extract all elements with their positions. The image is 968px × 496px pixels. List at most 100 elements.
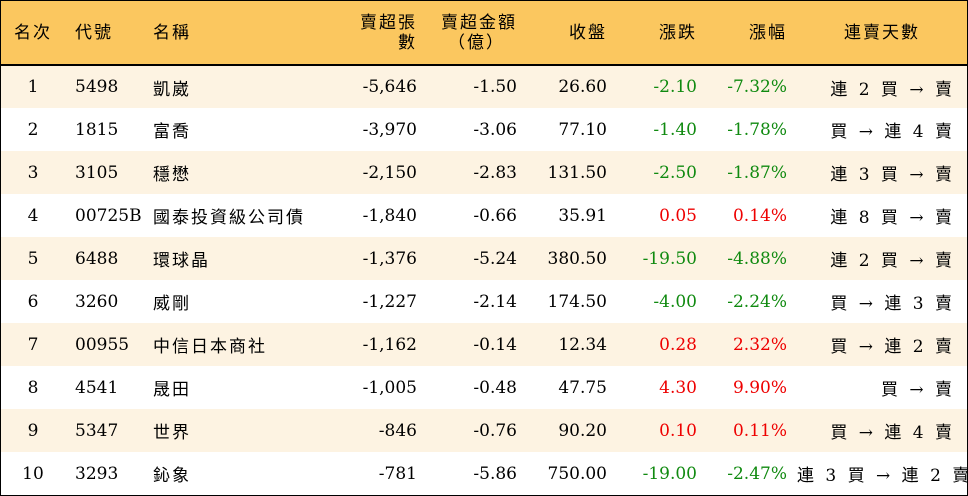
table-row: 3 3105 穩懋 -2,150 -2.83 131.50 -2.50 -1.87% 連 3 買… [1,151,967,194]
cell-code: 5498 [75,77,119,97]
cell-days: 買 → 連 4 賣 [830,423,955,443]
header-short-amount-line1: 賣超金額 [441,12,517,33]
cell-close: 174.50 [547,291,607,312]
header-name: 名稱 [147,1,347,66]
cell-short-amount: -0.66 [473,205,517,226]
cell-short-amount: -3.06 [473,119,517,140]
cell-pct: -2.47% [727,463,787,484]
cell-short-amount: -1.50 [473,77,517,97]
cell-name: 環球晶 [153,251,210,271]
table-row: 4 00725B 國泰投資級公司債 -1,840 -0.66 35.91 0.05 0.14%… [1,194,967,237]
cell-pct: 9.90% [732,377,787,398]
cell-code: 00725B [75,205,142,226]
cell-days: 連 3 買 → 賣 [830,165,955,185]
table-row: 7 00955 中信日本商社 -1,162 -0.14 12.34 0.28 2.32% 買 →… [1,323,967,366]
cell-close: 47.75 [558,377,607,398]
table-row: 9 5347 世界 -846 -0.76 90.20 0.10 0.11% 買 → 連 4 賣 [1,409,967,452]
cell-change: 0.28 [659,334,697,355]
cell-rank: 5 [27,248,39,269]
table-row: 10 3293 鈊象 -781 -5.86 750.00 -19.00 -2.47% 連 3 買… [1,452,967,495]
table-row: 8 4541 晟田 -1,005 -0.48 47.75 4.30 9.90% 買 → 賣 [1,366,967,409]
cell-pct: -4.88% [727,248,787,269]
table-row: 1 5498 凱崴 -5,646 -1.50 26.60 -2.10 -7.32% 連 2 買 … [1,65,967,108]
cell-days: 買 → 連 2 賣 [830,337,955,357]
cell-short-amount: -2.83 [473,162,517,183]
cell-days: 連 2 買 → 賣 [830,79,955,100]
cell-short-lots: -5,646 [362,77,417,97]
cell-short-amount: -0.14 [473,334,517,355]
cell-close: 77.10 [558,119,607,140]
cell-name: 晟田 [153,380,191,400]
cell-change: -2.10 [653,77,697,97]
cell-name: 威剛 [153,294,191,314]
cell-change: -19.00 [642,463,697,484]
cell-change: 4.30 [659,377,697,398]
cell-rank: 8 [27,377,39,398]
cell-days: 連 8 買 → 賣 [830,208,955,228]
table-row: 6 3260 威剛 -1,227 -2.14 174.50 -4.00 -2.24% 買 → 連… [1,280,967,323]
cell-name: 國泰投資級公司債 [153,208,305,228]
cell-short-amount: -5.86 [473,463,517,484]
cell-name: 穩懋 [153,165,191,185]
table-row: 2 1815 富喬 -3,970 -3.06 77.10 -1.40 -1.78% 買 → 連 … [1,108,967,151]
cell-short-lots: -846 [378,420,417,441]
cell-code: 5347 [75,420,119,441]
table-header-row: 名次 代號 名稱 賣超張數 賣超金額 （億） 收盤 漲跌 漲幅 連賣天數 [1,1,967,66]
cell-short-lots: -1,840 [362,205,417,226]
cell-pct: 0.14% [732,205,787,226]
cell-close: 12.34 [558,334,607,355]
cell-close: 90.20 [558,420,607,441]
cell-rank: 9 [27,420,39,441]
cell-rank: 10 [22,463,44,484]
header-pct: 漲幅 [707,1,797,66]
cell-name: 中信日本商社 [153,337,267,357]
cell-close: 380.50 [547,248,607,269]
cell-short-amount: -0.76 [473,420,517,441]
cell-short-amount: -2.14 [473,291,517,312]
cell-name: 凱崴 [153,79,191,100]
cell-rank: 7 [27,334,39,355]
cell-close: 131.50 [547,162,607,183]
cell-code: 00955 [75,334,130,355]
cell-change: -1.40 [653,119,697,140]
header-close: 收盤 [527,1,617,66]
cell-name: 富喬 [153,122,191,142]
cell-change: -4.00 [653,291,697,312]
header-short-lots: 賣超張數 [347,1,427,66]
cell-short-lots: -1,227 [362,291,417,312]
cell-rank: 1 [27,77,39,97]
header-days: 連賣天數 [797,1,967,66]
cell-rank: 6 [27,291,39,312]
cell-change: -19.50 [642,248,697,269]
cell-code: 1815 [75,119,119,140]
cell-rank: 3 [27,162,39,183]
cell-change: 0.10 [659,420,697,441]
header-short-amount-line2: （億） [448,32,505,53]
cell-code: 6488 [75,248,119,269]
cell-code: 4541 [75,377,119,398]
cell-change: 0.05 [659,205,697,226]
cell-short-lots: -781 [378,463,417,484]
cell-change: -2.50 [653,162,697,183]
cell-days: 買 → 賣 [880,380,955,400]
cell-short-lots: -3,970 [362,119,417,140]
cell-days: 連 3 買 → 連 2 賣 [797,466,968,486]
cell-rank: 4 [27,205,39,226]
cell-days: 買 → 連 3 賣 [830,294,955,314]
cell-short-amount: -0.48 [473,377,517,398]
cell-code: 3260 [75,291,119,312]
cell-short-lots: -1,162 [362,334,417,355]
cell-code: 3293 [75,463,119,484]
table-body: 1 5498 凱崴 -5,646 -1.50 26.60 -2.10 -7.32% 連 2 買 … [1,65,967,495]
cell-close: 35.91 [558,205,607,226]
cell-short-lots: -1,376 [362,248,417,269]
cell-days: 買 → 連 4 賣 [830,122,955,142]
cell-pct: -2.24% [727,291,787,312]
cell-pct: -1.87% [727,162,787,183]
cell-name: 世界 [153,423,191,443]
cell-pct: -1.78% [727,119,787,140]
cell-pct: 0.11% [732,420,787,441]
cell-short-amount: -5.24 [473,248,517,269]
cell-close: 26.60 [558,77,607,97]
